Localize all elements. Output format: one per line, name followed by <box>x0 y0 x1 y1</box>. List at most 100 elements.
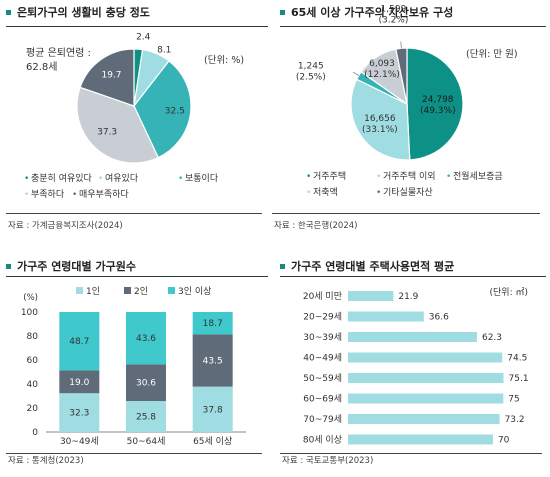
bar <box>348 332 477 342</box>
bar <box>348 352 503 363</box>
y-tick-label: 50~59세 <box>303 373 342 384</box>
bar-segment <box>126 401 166 432</box>
bar-segment <box>192 312 233 335</box>
panel-title: 가구주 연령대별 주택사용면적 평균 <box>280 258 454 274</box>
slice-percent-label: (33.1%) <box>362 125 398 135</box>
legend-marker-icon: • <box>446 172 451 182</box>
slice-value-label: 1,599 <box>381 4 407 14</box>
source-note: 자료 : 가계금융복지조사(2024) <box>8 221 123 231</box>
stacked-bar-chart-household-size: 1인 2인 3인 이상 (%) 0 20 40 60 80 100 32.3 19.0 48.7 30~4… <box>21 286 246 447</box>
source-note: 자료 : 통계청(2023) <box>8 456 84 466</box>
bar-segment <box>59 312 100 371</box>
x-tick-label: 50~64세 <box>127 436 166 447</box>
pie-slice <box>350 78 411 161</box>
legend-marker-icon: • <box>24 190 29 200</box>
unit-label: (단위: %) <box>204 55 245 66</box>
slice-value-label: 2.4 <box>136 33 151 43</box>
legend-label: 2인 <box>134 286 148 297</box>
panel-title: 65세 이상 가구주의 자산보유 구성 <box>280 4 453 20</box>
pie-slice <box>395 47 408 105</box>
y-tick-label: 30~39세 <box>303 332 342 343</box>
legend-label: 충분히 여유있다 <box>31 172 93 184</box>
bar <box>348 373 504 383</box>
legend-label: 기타실물자산 <box>383 187 433 198</box>
y-tick-label: 80세 이상 <box>303 435 342 446</box>
slice-percent-label: (12.1%) <box>364 70 400 80</box>
bar-value-label: 32.3 <box>69 409 89 419</box>
footer-rule <box>6 213 262 214</box>
bar-value-label: 75.1 <box>509 374 529 384</box>
y-tick-label: 100 <box>21 308 38 318</box>
y-tick-label: 40~49세 <box>303 353 342 364</box>
legend-swatch <box>124 287 131 294</box>
legend-marker-icon: • <box>376 188 381 198</box>
panel-floor-area: 가구주 연령대별 주택사용면적 평균 (단위: ㎡) 20세 미만 21.9 20~2… <box>280 258 546 473</box>
bar <box>348 311 424 322</box>
slice-value-label: 24,798 <box>422 95 454 105</box>
legend-label: 매우부족하다 <box>79 189 129 200</box>
bar-segment <box>126 312 166 365</box>
pie-chart-living-cost: 2.48.132.537.319.7• 충분히 여유있다 • 여유있다 • 보통이다• 부족… <box>24 33 219 200</box>
bar-value-label: 25.8 <box>136 413 156 423</box>
bar-segment <box>126 364 166 402</box>
y-tick-label: 20세 미만 <box>303 291 342 302</box>
title-marker-icon <box>6 263 11 269</box>
slice-value-label: 6,093 <box>369 59 395 69</box>
footer-rule <box>272 213 540 214</box>
bar <box>348 393 504 404</box>
legend-label: 여유있다 <box>105 172 139 184</box>
panel-title: 가구주 연령대별 가구원수 <box>6 258 136 274</box>
pie-slice <box>79 48 135 107</box>
bar-segment <box>192 334 233 387</box>
pie-slice <box>133 60 192 159</box>
unit-label: (단위: ㎡) <box>490 287 528 298</box>
slice-value-label: 16,656 <box>364 114 396 124</box>
legend-label: 부족하다 <box>31 189 65 200</box>
bar-value-label: 48.7 <box>69 337 89 347</box>
slice-percent-label: (49.3%) <box>420 106 456 116</box>
footer-rule <box>6 453 262 454</box>
footer-rule <box>280 453 542 454</box>
y-tick-label: 70~79세 <box>303 414 342 425</box>
bar-value-label: 36.6 <box>429 313 449 323</box>
pie-chart-assets: 24,798(49.3%) 16,656(33.1%) 1,245(2.5%) 6,0… <box>296 4 503 198</box>
bar <box>348 434 493 445</box>
leader-line <box>352 71 360 76</box>
retirement-age-label: 평균 은퇴연령 : <box>26 48 91 59</box>
y-tick-label: 20 <box>27 404 39 414</box>
slice-value-label: 32.5 <box>165 107 185 117</box>
slice-value-label: 37.3 <box>97 127 117 137</box>
horizontal-bar-chart-floor-area: (단위: ㎡) 20세 미만 21.9 20~29세 36.6 30~39세 62.3 40~… <box>303 287 529 446</box>
title-marker-icon <box>280 263 285 269</box>
panel-household-size: 가구주 연령대별 가구원수 1인 2인 3인 이상 (%) 0 20 40 60 80 100 32… <box>6 258 268 473</box>
bar <box>348 291 394 301</box>
bar-value-label: 74.5 <box>507 354 527 364</box>
leader-line <box>400 41 402 49</box>
title-rule <box>6 276 268 277</box>
legend-swatch <box>76 287 83 294</box>
bar-value-label: 70 <box>498 436 510 446</box>
legend-label: 거주주택 <box>313 171 346 182</box>
y-axis-unit: (%) <box>23 293 38 303</box>
legend-label: 거주주택 이외 <box>383 170 436 182</box>
pie-slice <box>406 47 464 161</box>
bar-segment <box>59 370 100 394</box>
legend-marker-icon: • <box>98 174 103 184</box>
y-tick-label: 60 <box>27 356 39 366</box>
bar-value-label: 30.6 <box>136 379 156 389</box>
slice-percent-label: (2.5%) <box>296 72 326 82</box>
legend-swatch <box>168 287 175 294</box>
legend-label: 보통이다 <box>185 173 219 184</box>
legend-marker-icon: • <box>178 174 183 184</box>
bar-segment <box>192 386 233 432</box>
bar-value-label: 37.8 <box>203 405 223 415</box>
slice-value-label: 8.1 <box>157 45 171 55</box>
bar-value-label: 75 <box>508 395 519 405</box>
title-marker-icon <box>280 9 285 15</box>
title-rule <box>280 276 546 277</box>
legend-marker-icon: • <box>376 172 381 182</box>
legend-label: 3인 이상 <box>178 286 211 297</box>
legend-label: 전월세보증금 <box>453 170 503 182</box>
title-rule <box>280 26 546 27</box>
legend-label: 1인 <box>86 286 100 297</box>
